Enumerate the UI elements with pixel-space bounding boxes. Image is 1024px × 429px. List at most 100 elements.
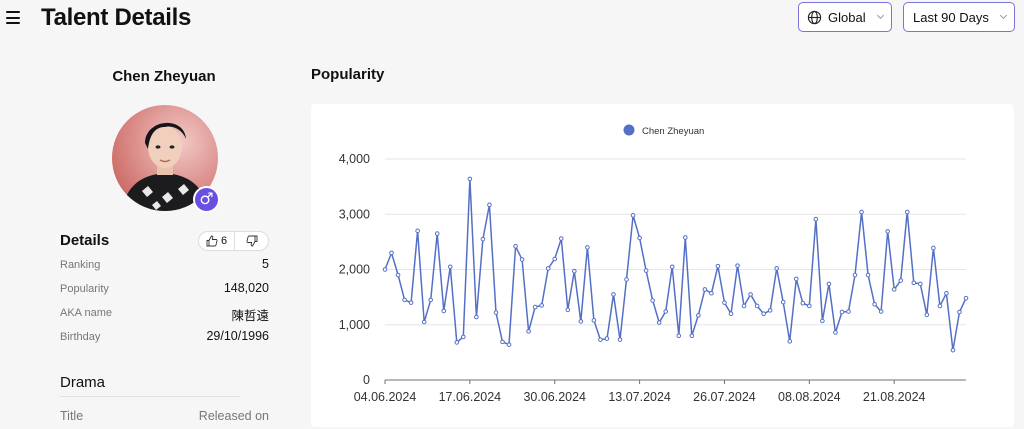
hamburger-menu-icon[interactable]: [6, 11, 20, 24]
data-point: [846, 309, 851, 314]
chevron-down-icon: [999, 11, 1008, 20]
data-point: [415, 228, 420, 234]
data-point: [585, 245, 590, 250]
data-point: [780, 299, 786, 305]
data-point: [800, 300, 806, 306]
data-point: [813, 216, 819, 222]
data-point: [852, 272, 858, 278]
data-point: [931, 245, 936, 251]
thumbs-down-icon: [246, 235, 257, 247]
x-tick-label: 17.06.2024: [439, 390, 502, 404]
detail-row-popularity: Popularity 148,020: [58, 277, 270, 301]
data-point: [480, 236, 486, 242]
data-point: [859, 209, 864, 215]
dislike-button[interactable]: [235, 232, 268, 250]
detail-label: Popularity: [60, 283, 109, 295]
legend-label: Chen Zheyuan: [642, 126, 704, 137]
data-point: [663, 309, 669, 314]
data-point: [506, 342, 512, 347]
detail-value: 29/10/1996: [206, 329, 269, 343]
date-range-select[interactable]: Last 90 Days: [903, 2, 1015, 32]
data-point: [833, 330, 838, 335]
data-point: [944, 290, 949, 296]
data-point: [676, 333, 682, 339]
detail-label: AKA name: [60, 307, 112, 319]
data-point: [715, 263, 721, 269]
detail-label: Birthday: [60, 331, 101, 343]
data-point: [558, 236, 564, 241]
data-point: [519, 257, 525, 262]
data-point: [774, 266, 779, 271]
avatar-container: ♂: [112, 105, 220, 213]
data-point: [591, 318, 597, 323]
column-header-title[interactable]: Title: [60, 409, 84, 423]
data-point: [728, 311, 734, 316]
data-point: [682, 235, 688, 240]
detail-row-aka-name: AKA name 陳哲遠: [58, 301, 270, 325]
data-point: [754, 303, 760, 309]
data-point: [382, 267, 388, 272]
popularity-line-chart: 4,000 3,000 2,000 1,000 0 04.06.2024 17.06.202…: [339, 124, 969, 404]
region-select[interactable]: Global: [798, 2, 892, 32]
data-point: [598, 337, 603, 342]
date-range-select-value: Last 90 Days: [913, 9, 989, 25]
region-select-value: Global: [828, 9, 866, 25]
data-point: [787, 339, 793, 344]
data-point: [767, 308, 773, 313]
data-point: [669, 264, 675, 270]
data-point: [572, 268, 577, 274]
data-point: [643, 268, 649, 273]
x-tick-label: 08.08.2024: [778, 390, 841, 404]
popularity-title: Popularity: [311, 66, 385, 83]
data-point: [513, 243, 518, 249]
data-point: [474, 314, 479, 320]
data-point: [434, 231, 440, 236]
column-header-released[interactable]: Released on: [198, 409, 269, 423]
data-point: [924, 312, 930, 318]
details-title: Details: [60, 232, 110, 249]
data-point: [807, 303, 812, 309]
details-header: Details 6: [58, 229, 270, 253]
data-point: [878, 309, 884, 314]
data-point: [604, 336, 610, 341]
data-point: [487, 202, 492, 208]
data-point: [578, 319, 584, 324]
popularity-chart-card: 4,000 3,000 2,000 1,000 0 04.06.2024 17.06.202…: [311, 104, 1014, 427]
y-tick-label: 1,000: [339, 318, 370, 332]
data-point: [761, 311, 766, 316]
data-point: [957, 309, 962, 315]
data-point: [630, 213, 636, 218]
data-point: [493, 310, 499, 315]
detail-value: 陳哲遠: [231, 308, 269, 323]
data-point: [872, 302, 877, 307]
data-point: [702, 287, 708, 292]
y-tick-label: 2,000: [339, 263, 370, 277]
like-button[interactable]: 6: [199, 232, 235, 250]
data-point: [689, 333, 695, 339]
x-tick-label: 30.06.2024: [523, 390, 586, 404]
page-title: Talent Details: [41, 4, 192, 31]
drama-table-header: Title Released on: [58, 409, 270, 429]
data-point: [532, 304, 538, 310]
chevron-down-icon: [876, 11, 885, 20]
y-tick-label: 4,000: [339, 152, 370, 166]
data-point: [741, 303, 747, 309]
detail-row-ranking: Ranking 5: [58, 253, 270, 277]
data-point: [650, 298, 655, 303]
data-point: [421, 319, 427, 325]
data-point: [709, 290, 714, 296]
data-point: [467, 176, 473, 182]
top-bar: Talent Details Global Last 90 Days: [0, 0, 1024, 38]
data-point: [904, 209, 910, 215]
data-point: [950, 347, 956, 353]
detail-row-birthday: Birthday 29/10/1996: [58, 325, 270, 349]
globe-icon: [807, 10, 822, 24]
data-point: [552, 256, 558, 262]
data-point: [454, 340, 460, 345]
data-point: [656, 320, 662, 325]
vote-group: 6: [198, 231, 269, 251]
data-point: [526, 329, 531, 334]
data-point: [696, 313, 701, 318]
data-point: [545, 266, 551, 271]
data-point: [402, 297, 407, 303]
